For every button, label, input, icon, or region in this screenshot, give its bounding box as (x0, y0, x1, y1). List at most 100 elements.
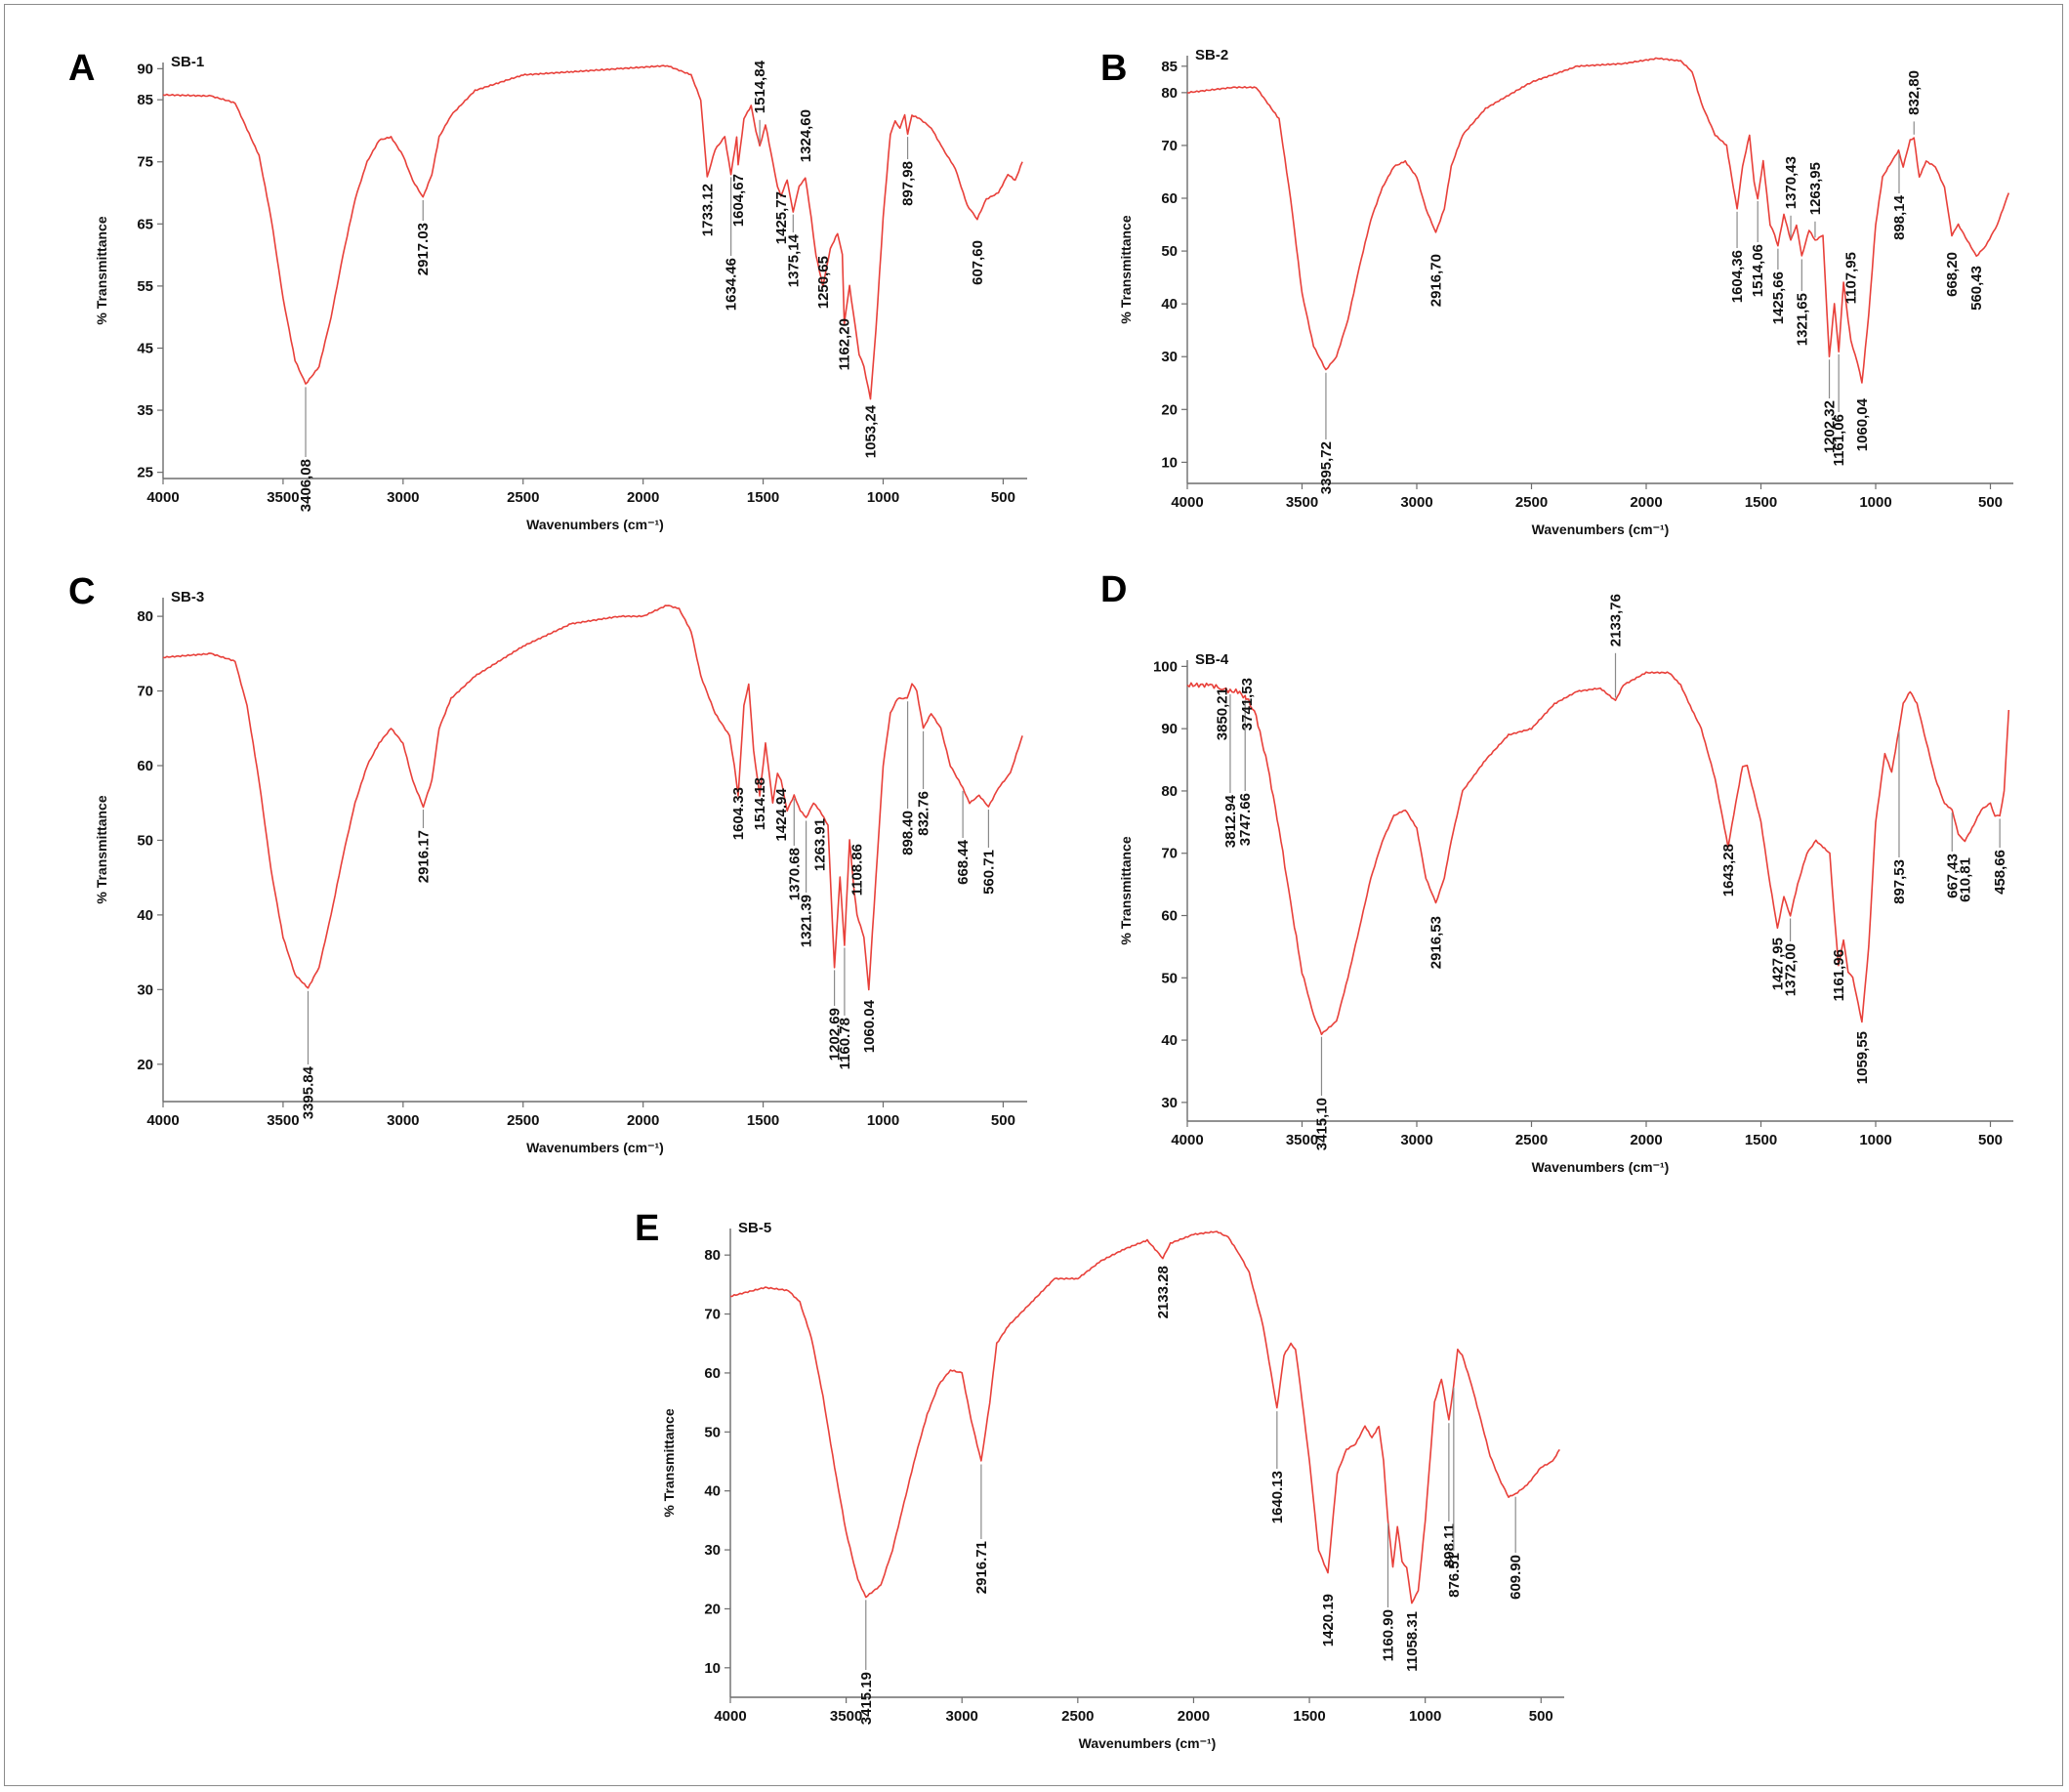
spectrum-line (162, 64, 1023, 400)
peak-label: 458,66 (1992, 850, 2008, 895)
peak-label: 3406,08 (298, 459, 314, 512)
peak-label: 3747.66 (1237, 793, 1254, 846)
x-tick-label: 1500 (747, 1112, 779, 1129)
x-tick-label: 1000 (1859, 1132, 1891, 1148)
y-tick-label: 20 (704, 1601, 721, 1617)
y-tick-label: 90 (1161, 721, 1178, 737)
x-tick-label: 3500 (1286, 494, 1318, 511)
spectrum-line (1186, 57, 2010, 384)
y-tick-label: 50 (1161, 970, 1178, 986)
peak-label: 1370,43 (1783, 156, 1800, 209)
peak-label: 1324,60 (798, 109, 814, 162)
peak-label: 1060.04 (861, 999, 878, 1053)
peak-label: 1059,55 (1854, 1031, 1871, 1084)
x-tick-label: 4000 (1171, 1132, 1203, 1148)
x-axis-title: Wavenumbers (cm⁻¹) (526, 1140, 664, 1155)
peak-label: 1604,67 (730, 174, 747, 227)
x-tick-label: 500 (1529, 1708, 1553, 1725)
x-tick-label: 3000 (387, 489, 419, 506)
peak-label: 668,20 (1944, 252, 1961, 297)
sample-name: SB-3 (171, 589, 204, 605)
peak-label: 1370.68 (786, 848, 803, 900)
x-tick-label: 3500 (267, 1112, 299, 1129)
y-tick-label: 30 (1161, 349, 1178, 365)
x-tick-label: 2000 (627, 1112, 659, 1129)
x-tick-label: 1000 (867, 489, 899, 506)
panel-letter: E (635, 1208, 659, 1249)
x-tick-label: 2000 (1178, 1708, 1210, 1725)
x-tick-label: 2000 (627, 489, 659, 506)
panel-c: C SB-3 4000 3500 3000 2500 2000 1500 1000 500 20 30… (68, 571, 1027, 1155)
peak-label: 1202,32 (1822, 400, 1839, 453)
x-tick-label: 1500 (1745, 494, 1777, 511)
x-tick-label: 4000 (714, 1708, 746, 1725)
x-tick-label: 3000 (1400, 494, 1432, 511)
peak-label: 1263,95 (1807, 162, 1824, 215)
x-tick-label: 2500 (507, 1112, 539, 1129)
peak-label: 1250,65 (815, 256, 832, 309)
x-tick-label: 2500 (507, 489, 539, 506)
y-tick-label: 25 (137, 465, 153, 481)
x-axis-title: Wavenumbers (cm⁻¹) (1079, 1735, 1217, 1751)
peak-label: 3812.94 (1222, 794, 1239, 848)
peak-label: 1634.46 (724, 258, 740, 311)
x-tick-label: 3500 (267, 489, 299, 506)
peak-label: 560.71 (980, 850, 997, 895)
peak-label: 1427,95 (1769, 938, 1786, 990)
peak-label: 3415.19 (858, 1672, 875, 1725)
y-tick-label: 40 (137, 907, 153, 924)
spectrum-line (1186, 671, 2010, 1036)
y-tick-label: 60 (1161, 908, 1178, 925)
peak-label: 1514,84 (752, 60, 768, 113)
y-tick-label: 30 (1161, 1095, 1178, 1111)
spectrum-line (730, 1230, 1560, 1604)
y-tick-label: 70 (1161, 846, 1178, 862)
y-tick-label: 45 (137, 340, 153, 356)
peak-label: 1643,28 (1720, 844, 1737, 896)
x-tick-label: 500 (991, 1112, 1015, 1129)
y-tick-label: 10 (1161, 454, 1178, 471)
y-tick-label: 60 (137, 758, 153, 774)
sample-name: SB-4 (1195, 651, 1229, 668)
peak-label: 2133,76 (1608, 594, 1625, 646)
y-tick-label: 60 (1161, 190, 1178, 207)
y-tick-label: 40 (1161, 296, 1178, 313)
peak-label: 898,14 (1891, 194, 1908, 240)
peak-label: 1420.19 (1320, 1594, 1337, 1646)
peak-label: 832,80 (1906, 70, 1923, 115)
y-tick-label: 40 (1161, 1032, 1178, 1049)
peak-label: 2916,70 (1428, 254, 1445, 307)
x-tick-label: 1500 (1293, 1708, 1325, 1725)
peak-label: 1108.86 (849, 844, 866, 896)
panel-letter: D (1100, 569, 1127, 610)
peak-label: 1161,96 (1831, 949, 1847, 1001)
y-tick-label: 100 (1153, 658, 1178, 675)
peak-label: 2916.17 (415, 830, 432, 883)
peak-label: 1263.91 (812, 818, 829, 871)
figure-frame (4, 4, 2063, 1786)
peak-label: 3395,72 (1318, 441, 1335, 494)
y-axis-title: % Transmittance (94, 216, 109, 324)
panel-letter: B (1100, 48, 1127, 89)
peak-label: 1202.69 (827, 1008, 844, 1061)
x-tick-label: 4000 (1171, 494, 1203, 511)
x-tick-label: 2000 (1630, 494, 1662, 511)
x-tick-label: 500 (1978, 494, 2003, 511)
peak-label: 1733.12 (699, 184, 716, 236)
y-tick-label: 65 (137, 216, 153, 232)
y-tick-label: 90 (137, 61, 153, 77)
x-tick-label: 3500 (830, 1708, 862, 1725)
x-tick-label: 1500 (1745, 1132, 1777, 1148)
peak-label: 1160.90 (1380, 1609, 1396, 1661)
peak-label: 610,81 (1957, 857, 1973, 902)
y-tick-label: 40 (704, 1483, 721, 1500)
peak-label: 607,60 (970, 240, 986, 285)
panel-letter: C (68, 571, 95, 612)
peak-label: 3850,21 (1214, 688, 1230, 740)
y-tick-label: 85 (1161, 59, 1178, 75)
peak-label: 1161,06 (1831, 414, 1847, 466)
x-tick-label: 2000 (1630, 1132, 1662, 1148)
y-axis-title: % Transmittance (94, 795, 109, 903)
y-tick-label: 75 (137, 154, 153, 171)
peak-label: 1424.94 (773, 788, 790, 842)
